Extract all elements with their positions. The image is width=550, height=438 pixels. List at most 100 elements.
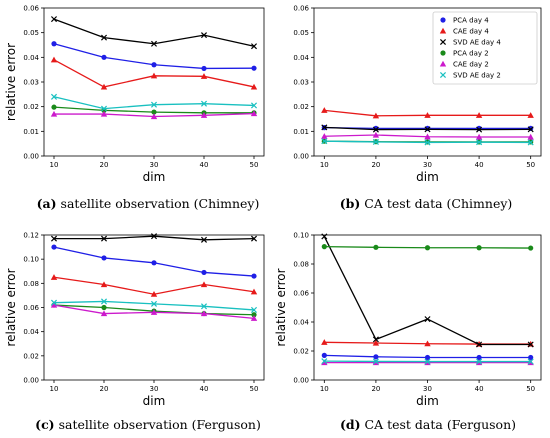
y-tick-label: 0.06 [23,5,39,13]
y-tick-label: 0.08 [23,280,39,288]
y-tick-label: 0.04 [23,328,39,336]
series-2 [321,107,534,119]
y-tick-label: 0.00 [23,377,39,385]
x-tick-label: 30 [150,161,159,169]
data-point [250,306,258,313]
x-axis-label: dim [143,170,166,184]
x-tick-label: 30 [150,385,159,393]
data-point [150,233,158,240]
x-axis-label: dim [143,394,166,408]
x-tick-label: 30 [423,161,432,169]
data-point [373,244,379,250]
series-1 [321,352,534,361]
caption-letter: (b) [340,196,361,211]
series-5 [50,301,258,321]
data-point [250,110,258,117]
y-axis-label: relative error [4,43,18,121]
chart-panel-4: 10 20 30 40 50 0.00 0.02 0.04 0.06 0.08 0.10 dim rel… [274,232,542,408]
data-point [321,352,327,358]
data-point [150,40,158,47]
data-point [100,310,108,317]
series-1 [51,41,257,72]
panel-caption: (b) CA test data (Chimney) [340,196,513,211]
chart-panel-2: 10 20 30 40 50 0.00 0.01 0.02 0.03 0.04 0.05 0.06 di… [293,5,542,184]
data-point [250,43,258,50]
data-point [101,54,107,60]
y-tick-label: 0.04 [293,54,309,62]
data-point [101,255,107,261]
caption-text: satellite observation (Ferguson) [55,417,261,432]
y-tick-label: 0.03 [23,79,39,87]
x-tick-label: 50 [250,161,259,169]
data-point [150,300,158,307]
data-point [476,245,482,251]
x-tick-label: 40 [475,161,484,169]
data-point [372,138,379,145]
caption-letter: (d) [340,417,361,432]
series-3 [321,233,534,348]
y-tick-label: 0.04 [23,54,39,62]
y-tick-label: 0.03 [293,79,309,87]
legend-entry: SVD AE day 4 [453,39,501,47]
data-point [150,309,158,315]
data-point [250,83,258,90]
data-point [150,72,158,79]
legend-box [432,11,538,85]
y-tick-label: 0.02 [293,103,309,111]
data-point [151,260,157,266]
y-tick-label: 0.05 [23,29,39,37]
legend-entry: CAE day 2 [453,61,489,69]
data-point [528,245,534,251]
data-point [50,299,58,306]
data-point [321,107,328,113]
panel-caption: (c) satellite observation (Ferguson) [35,417,261,432]
series-2 [50,274,258,297]
data-point [101,304,107,311]
legend-marker [439,27,447,34]
data-point [321,233,328,240]
series-3 [50,16,258,50]
data-point [50,56,58,63]
y-tick-label: 0.08 [293,261,309,269]
series-3 [50,233,258,243]
legend-entry: PCA day 4 [453,17,489,25]
caption-letter: (c) [35,417,54,432]
data-point [151,109,157,115]
series-4 [321,244,534,251]
data-point [151,62,157,68]
data-point [100,235,108,242]
data-point [51,104,57,110]
data-point [51,244,57,250]
data-point [527,133,534,140]
y-tick-label: 0.01 [23,128,39,136]
data-point [424,126,431,133]
x-tick-label: 50 [526,385,535,393]
data-point [372,126,379,133]
data-point [200,100,208,107]
data-point [200,73,208,79]
data-point [372,358,379,365]
data-point [51,41,57,47]
data-point [100,83,108,90]
caption-text: satellite observation (Chimney) [57,196,260,211]
x-axis-label: dim [416,170,439,184]
y-tick-label: 0.01 [293,128,309,136]
x-tick-label: 50 [526,161,535,169]
data-point [372,336,379,343]
series-6 [50,298,258,313]
x-tick-label: 40 [200,385,209,393]
y-tick-label: 0.10 [293,232,309,240]
data-point [321,359,328,366]
y-tick-label: 0.04 [293,319,309,327]
data-point [100,298,108,305]
data-point [321,358,328,365]
data-point [50,301,58,308]
data-point [527,126,534,133]
data-point [424,316,431,323]
data-point [372,339,380,346]
data-point [372,131,380,138]
series-2 [50,56,258,90]
x-tick-label: 10 [320,385,329,393]
x-tick-label: 30 [423,385,432,393]
